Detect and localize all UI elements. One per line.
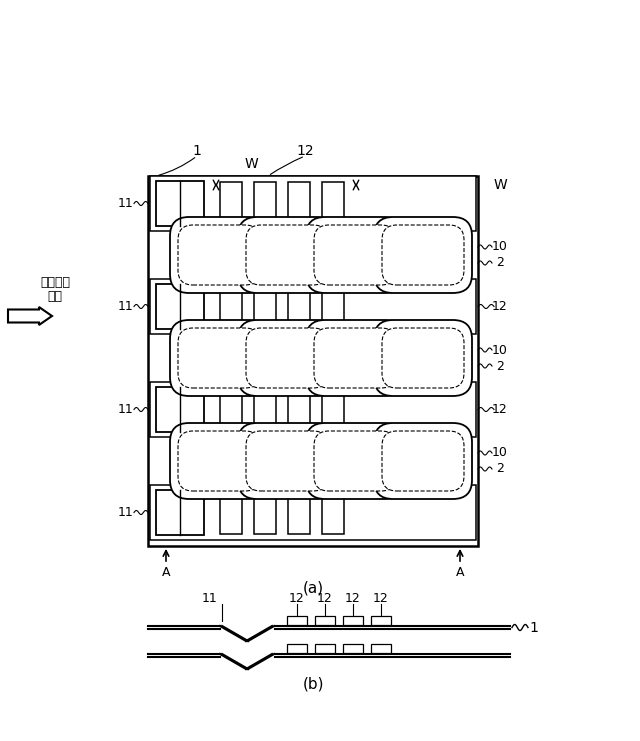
FancyBboxPatch shape xyxy=(306,217,404,293)
Text: 11: 11 xyxy=(118,506,134,519)
FancyBboxPatch shape xyxy=(238,423,336,499)
Text: 空気流れ: 空気流れ xyxy=(40,276,70,290)
Bar xyxy=(220,285,242,328)
FancyBboxPatch shape xyxy=(246,328,328,388)
Bar xyxy=(220,491,242,534)
FancyBboxPatch shape xyxy=(314,431,396,491)
FancyBboxPatch shape xyxy=(314,328,396,388)
FancyBboxPatch shape xyxy=(246,431,328,491)
Text: 11: 11 xyxy=(202,591,218,605)
FancyBboxPatch shape xyxy=(374,217,472,293)
FancyBboxPatch shape xyxy=(314,225,396,285)
Bar xyxy=(254,388,276,431)
Bar xyxy=(322,491,344,534)
Bar xyxy=(288,388,310,431)
Text: 方向: 方向 xyxy=(47,290,63,302)
Bar xyxy=(288,182,310,225)
Text: 11: 11 xyxy=(118,197,134,210)
Bar xyxy=(343,644,363,653)
Bar xyxy=(343,616,363,625)
Text: 12: 12 xyxy=(345,591,361,605)
FancyBboxPatch shape xyxy=(246,225,328,285)
Bar xyxy=(220,388,242,431)
Bar xyxy=(322,388,344,431)
Bar xyxy=(371,616,391,625)
Text: 12: 12 xyxy=(373,591,389,605)
FancyBboxPatch shape xyxy=(306,320,404,396)
Text: 11: 11 xyxy=(118,403,134,416)
Text: 12: 12 xyxy=(317,591,333,605)
FancyBboxPatch shape xyxy=(170,423,268,499)
Text: (a): (a) xyxy=(303,580,324,596)
Text: 10: 10 xyxy=(492,241,508,253)
Text: A: A xyxy=(162,565,170,579)
FancyBboxPatch shape xyxy=(170,217,268,293)
FancyBboxPatch shape xyxy=(382,225,464,285)
FancyBboxPatch shape xyxy=(178,225,260,285)
Text: 12: 12 xyxy=(289,591,305,605)
FancyBboxPatch shape xyxy=(238,320,336,396)
FancyBboxPatch shape xyxy=(306,423,404,499)
Text: 12: 12 xyxy=(492,300,508,313)
Text: A: A xyxy=(456,565,464,579)
Bar xyxy=(287,616,307,625)
Bar xyxy=(150,382,476,437)
Bar xyxy=(371,644,391,653)
Bar xyxy=(220,182,242,225)
FancyBboxPatch shape xyxy=(374,423,472,499)
Bar xyxy=(254,182,276,225)
Text: 11: 11 xyxy=(118,300,134,313)
Text: W: W xyxy=(493,178,507,192)
FancyBboxPatch shape xyxy=(382,328,464,388)
Text: 2: 2 xyxy=(496,462,504,476)
Text: W: W xyxy=(244,157,258,171)
FancyArrow shape xyxy=(8,307,52,325)
Bar xyxy=(254,491,276,534)
Text: (b): (b) xyxy=(302,677,324,691)
Text: 1: 1 xyxy=(529,620,538,634)
Bar xyxy=(148,176,478,546)
Bar xyxy=(156,490,204,535)
Text: 12: 12 xyxy=(492,403,508,416)
Bar xyxy=(150,485,476,540)
Bar xyxy=(254,285,276,328)
Text: 1: 1 xyxy=(193,144,202,158)
Text: 10: 10 xyxy=(492,447,508,459)
Bar xyxy=(315,644,335,653)
FancyBboxPatch shape xyxy=(178,431,260,491)
Text: 12: 12 xyxy=(296,144,314,158)
Text: 2: 2 xyxy=(496,256,504,270)
FancyBboxPatch shape xyxy=(374,320,472,396)
Bar xyxy=(322,285,344,328)
FancyBboxPatch shape xyxy=(238,217,336,293)
Bar xyxy=(288,285,310,328)
Bar xyxy=(156,181,204,226)
FancyBboxPatch shape xyxy=(382,431,464,491)
Bar xyxy=(322,182,344,225)
Bar xyxy=(288,491,310,534)
Text: 10: 10 xyxy=(492,344,508,356)
Bar xyxy=(315,616,335,625)
Bar xyxy=(150,279,476,334)
FancyBboxPatch shape xyxy=(170,320,268,396)
FancyBboxPatch shape xyxy=(178,328,260,388)
Bar xyxy=(156,387,204,432)
Text: 2: 2 xyxy=(496,359,504,373)
Bar xyxy=(156,284,204,329)
Bar xyxy=(150,176,476,231)
Bar xyxy=(287,644,307,653)
